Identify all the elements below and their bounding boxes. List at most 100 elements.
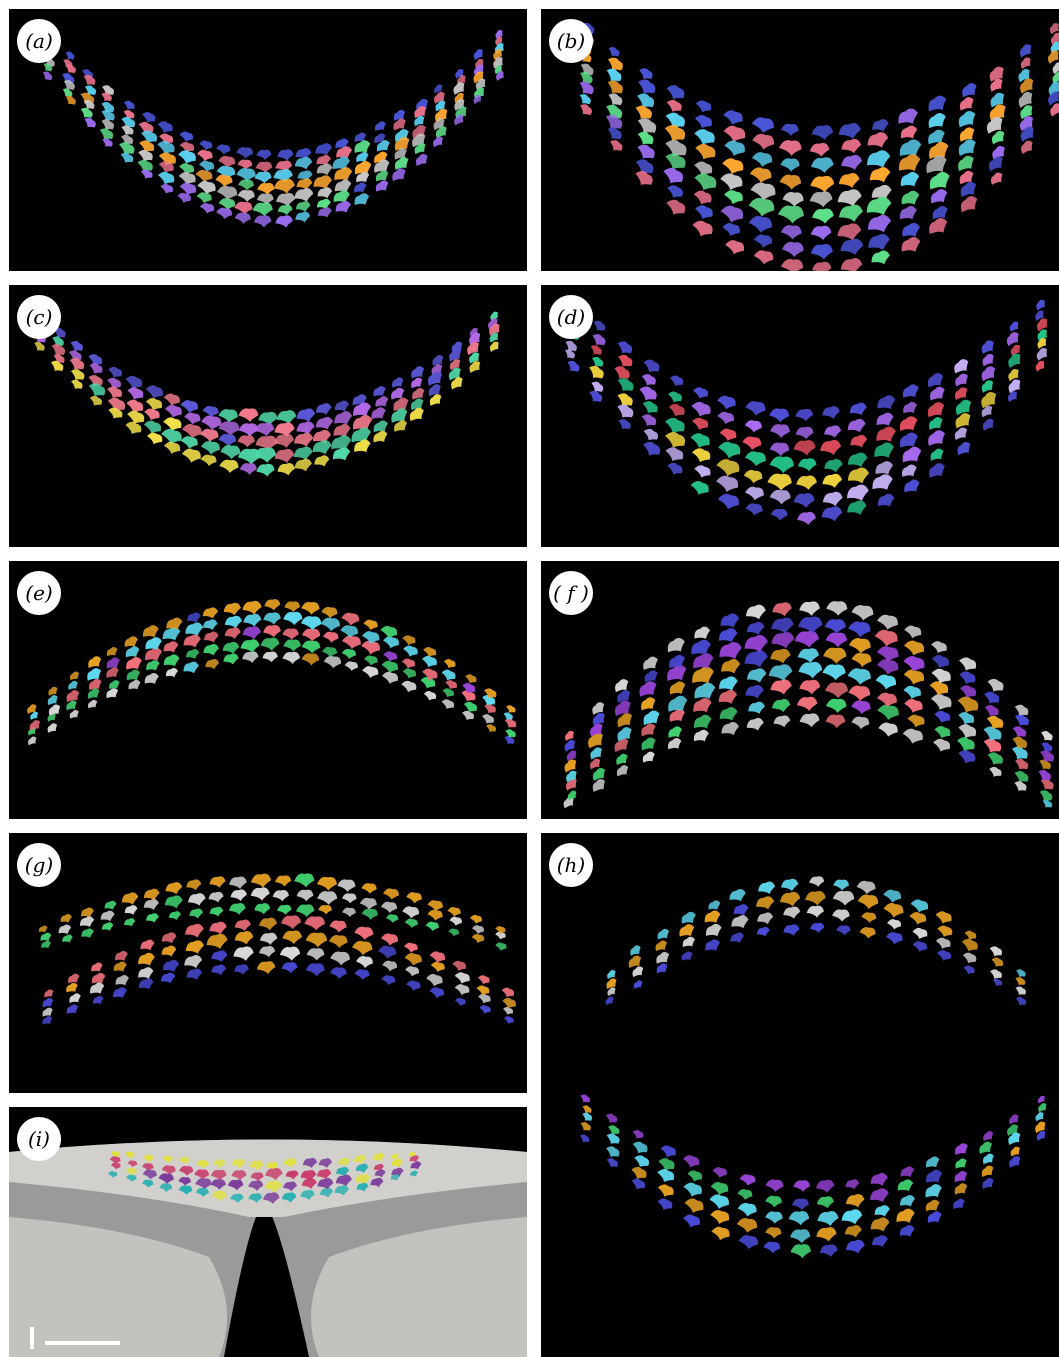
- tooth-mark: [228, 902, 246, 915]
- tooth-mark: [990, 78, 1003, 92]
- tooth-mark: [959, 657, 977, 671]
- tooth-mark: [1047, 50, 1059, 64]
- tooth-mark: [748, 215, 772, 233]
- tooth-mark: [187, 612, 201, 623]
- tooth-mark: [293, 432, 314, 447]
- tooth-mark: [981, 392, 997, 409]
- tooth-mark: [961, 938, 978, 952]
- tooth-mark: [283, 639, 301, 652]
- tooth-mark: [607, 987, 616, 996]
- tooth-mark: [617, 727, 632, 742]
- tooth-mark: [907, 714, 925, 728]
- tooth-mark: [202, 619, 218, 631]
- tooth-mark: [489, 341, 499, 352]
- tooth-mark: [1012, 726, 1027, 738]
- tooth-mark: [847, 452, 868, 468]
- tooth-mark: [694, 173, 717, 191]
- tooth-mark: [462, 710, 474, 721]
- tooth-mark: [566, 770, 577, 783]
- tooth-mark: [926, 155, 947, 174]
- tooth-mark: [340, 625, 359, 639]
- tooth-mark: [582, 1112, 593, 1121]
- tooth-mark: [798, 616, 823, 634]
- tooth-mark: [899, 139, 922, 157]
- tooth-mark: [101, 119, 115, 130]
- tooth-mark: [618, 419, 631, 430]
- tooth-mark: [982, 418, 994, 431]
- tooth-mark: [1052, 62, 1059, 74]
- tooth-mark: [434, 84, 443, 94]
- tooth-mark: [202, 405, 219, 418]
- tooth-mark: [643, 359, 660, 373]
- tooth-mark: [744, 635, 768, 653]
- scale-bar-vertical: [30, 1327, 34, 1349]
- tooth-mark: [68, 973, 80, 984]
- tooth-mark: [900, 1166, 915, 1178]
- tooth-mark: [875, 674, 897, 690]
- tooth-mark: [955, 373, 968, 387]
- tooth-mark: [295, 148, 312, 160]
- tooth-mark: [274, 433, 295, 448]
- tooth-mark: [234, 201, 253, 215]
- tooth-field: [9, 1139, 527, 1217]
- tooth-mark: [294, 458, 312, 472]
- tooth-mark: [887, 919, 902, 930]
- tooth-mark: [631, 1166, 647, 1179]
- tooth-mark: [237, 448, 262, 465]
- tooth-mark: [320, 617, 340, 632]
- tooth-mark: [667, 185, 683, 198]
- tooth-mark: [454, 984, 470, 996]
- tooth-mark: [954, 387, 968, 400]
- tooth-mark: [408, 1151, 416, 1158]
- tooth-mark: [375, 396, 389, 407]
- tooth-mark: [816, 1179, 835, 1193]
- tooth-mark: [773, 715, 791, 728]
- tooth-mark: [643, 441, 661, 456]
- tooth-mark: [234, 931, 254, 945]
- tooth-mark: [276, 410, 297, 425]
- panel-a: (a): [9, 9, 527, 271]
- tooth-mark: [239, 463, 257, 475]
- tooth-mark: [851, 716, 870, 730]
- tooth-mark: [125, 421, 142, 435]
- tooth-mark: [825, 714, 846, 729]
- tooth-mark: [841, 138, 862, 154]
- tooth-mark: [101, 922, 114, 931]
- tooth-mark: [1014, 781, 1027, 791]
- tooth-mark: [218, 198, 236, 211]
- tooth-mark: [926, 1169, 943, 1183]
- tooth-mark: [900, 125, 918, 139]
- tooth-mark: [332, 447, 351, 461]
- tooth-mark: [749, 167, 772, 183]
- tooth-mark: [313, 175, 333, 190]
- tooth-mark: [932, 205, 948, 220]
- tooth-mark: [370, 1177, 384, 1188]
- tooth-mark: [716, 475, 739, 492]
- tooth-mark: [929, 141, 949, 159]
- tooth-mark: [981, 366, 996, 382]
- tooth-mark: [101, 109, 115, 121]
- tooth-mark: [708, 900, 721, 910]
- tooth-mark: [657, 1198, 673, 1210]
- tooth-mark: [253, 447, 277, 463]
- tooth-mark: [354, 926, 374, 940]
- tooth-mark: [121, 134, 134, 145]
- tooth-mark: [692, 220, 713, 237]
- tooth-mark: [409, 407, 424, 422]
- tooth-mark: [163, 417, 182, 432]
- tooth-mark: [719, 428, 737, 441]
- tooth-mark: [178, 1176, 191, 1186]
- tooth-mark: [848, 638, 871, 654]
- tooth-mark: [564, 759, 577, 773]
- tooth-mark: [746, 621, 765, 635]
- tooth-mark: [142, 1179, 154, 1188]
- tooth-mark: [610, 140, 623, 151]
- tooth-mark: [443, 659, 456, 669]
- tooth-mark: [665, 417, 685, 434]
- tooth-mark: [393, 397, 409, 412]
- tooth-mark: [763, 1241, 781, 1254]
- tooth-mark: [66, 1004, 79, 1014]
- tooth-mark: [929, 463, 945, 478]
- tooth-mark: [667, 462, 683, 475]
- tooth-mark: [767, 473, 792, 491]
